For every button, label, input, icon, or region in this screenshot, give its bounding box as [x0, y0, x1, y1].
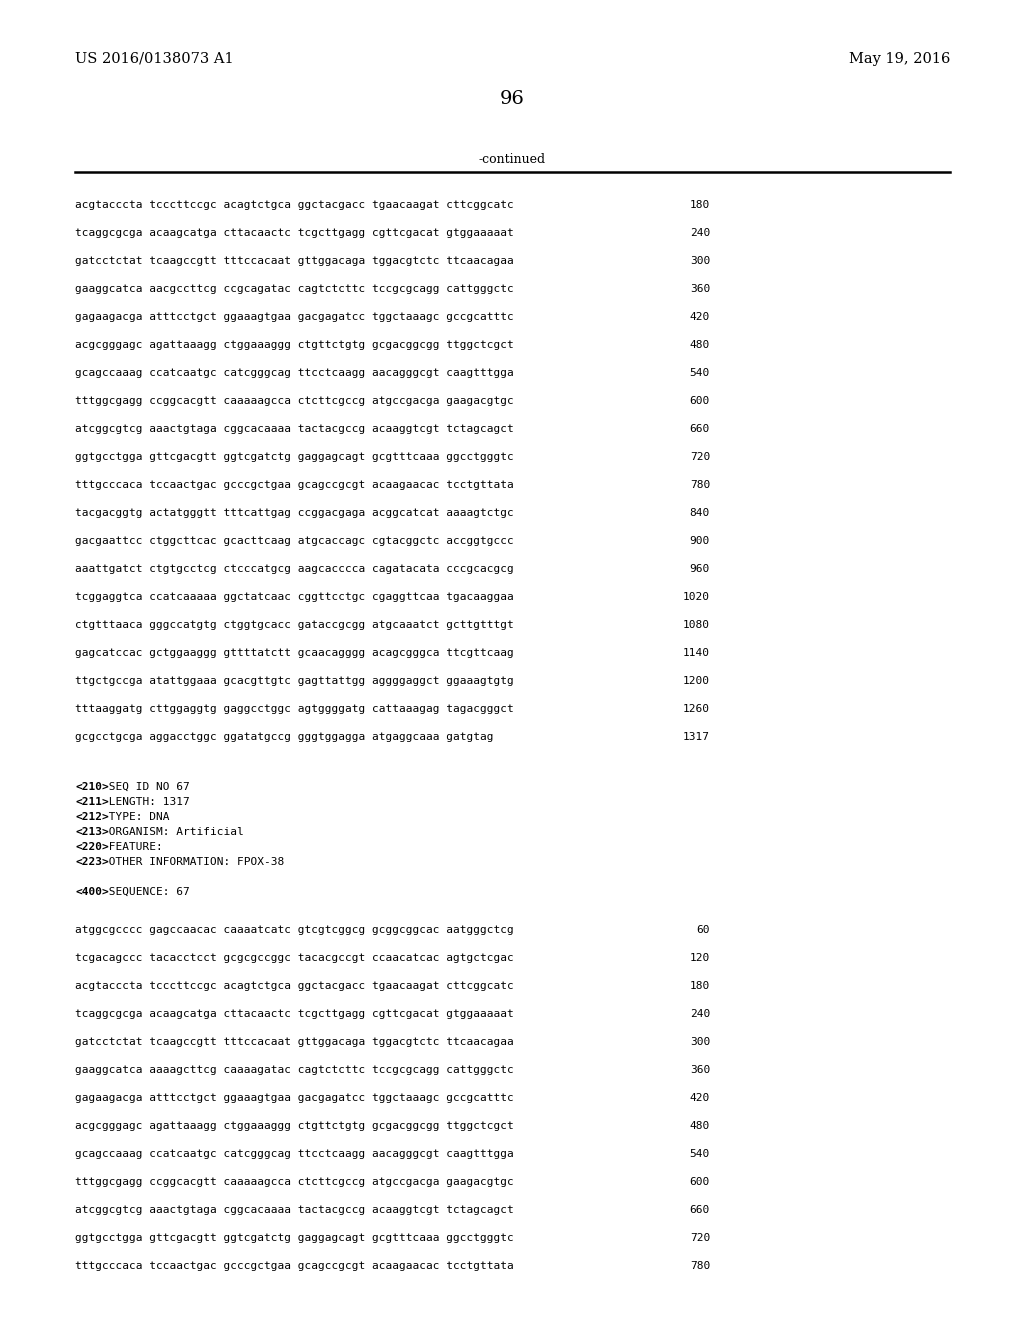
Text: 240: 240 — [690, 1008, 710, 1019]
Text: 1317: 1317 — [683, 733, 710, 742]
Text: gatcctctat tcaagccgtt tttccacaat gttggacaga tggacgtctc ttcaacagaa: gatcctctat tcaagccgtt tttccacaat gttggac… — [75, 256, 514, 267]
Text: gatcctctat tcaagccgtt tttccacaat gttggacaga tggacgtctc ttcaacagaa: gatcctctat tcaagccgtt tttccacaat gttggac… — [75, 1038, 514, 1047]
Text: 480: 480 — [690, 341, 710, 350]
Text: tttaaggatg cttggaggtg gaggcctggc agtggggatg cattaaagag tagacgggct: tttaaggatg cttggaggtg gaggcctggc agtgggg… — [75, 704, 514, 714]
Text: 60: 60 — [696, 925, 710, 935]
Text: 1260: 1260 — [683, 704, 710, 714]
Text: 300: 300 — [690, 256, 710, 267]
Text: 840: 840 — [690, 508, 710, 517]
Text: gagcatccac gctggaaggg gttttatctt gcaacagggg acagcgggca ttcgttcaag: gagcatccac gctggaaggg gttttatctt gcaacag… — [75, 648, 514, 657]
Text: acgtacccta tcccttccgc acagtctgca ggctacgacc tgaacaagat cttcggcatc: acgtacccta tcccttccgc acagtctgca ggctacg… — [75, 201, 514, 210]
Text: 720: 720 — [690, 451, 710, 462]
Text: ggtgcctgga gttcgacgtt ggtcgatctg gaggagcagt gcgtttcaaa ggcctgggtc: ggtgcctgga gttcgacgtt ggtcgatctg gaggagc… — [75, 451, 514, 462]
Text: 600: 600 — [690, 1177, 710, 1187]
Text: -continued: -continued — [478, 153, 546, 166]
Text: 360: 360 — [690, 1065, 710, 1074]
Text: tcaggcgcga acaagcatga cttacaactc tcgcttgagg cgttcgacat gtggaaaaat: tcaggcgcga acaagcatga cttacaactc tcgcttg… — [75, 1008, 514, 1019]
Text: 540: 540 — [690, 368, 710, 378]
Text: atcggcgtcg aaactgtaga cggcacaaaa tactacgccg acaaggtcgt tctagcagct: atcggcgtcg aaactgtaga cggcacaaaa tactacg… — [75, 424, 514, 434]
Text: acgcgggagc agattaaagg ctggaaaggg ctgttctgtg gcgacggcgg ttggctcgct: acgcgggagc agattaaagg ctggaaaggg ctgttct… — [75, 341, 514, 350]
Text: 240: 240 — [690, 228, 710, 238]
Text: 780: 780 — [690, 480, 710, 490]
Text: 180: 180 — [690, 981, 710, 991]
Text: tttggcgagg ccggcacgtt caaaaagcca ctcttcgccg atgccgacga gaagacgtgc: tttggcgagg ccggcacgtt caaaaagcca ctcttcg… — [75, 396, 514, 407]
Text: 660: 660 — [690, 424, 710, 434]
Text: <223>: <223> — [75, 857, 109, 867]
Text: 1080: 1080 — [683, 620, 710, 630]
Text: 780: 780 — [690, 1261, 710, 1271]
Text: 420: 420 — [690, 1093, 710, 1104]
Text: gagaagacga atttcctgct ggaaagtgaa gacgagatcc tggctaaagc gccgcatttc: gagaagacga atttcctgct ggaaagtgaa gacgaga… — [75, 312, 514, 322]
Text: 900: 900 — [690, 536, 710, 546]
Text: gcagccaaag ccatcaatgc catcgggcag ttcctcaagg aacagggcgt caagtttgga: gcagccaaag ccatcaatgc catcgggcag ttcctca… — [75, 368, 514, 378]
Text: 360: 360 — [690, 284, 710, 294]
Text: atcggcgtcg aaactgtaga cggcacaaaa tactacgccg acaaggtcgt tctagcagct: atcggcgtcg aaactgtaga cggcacaaaa tactacg… — [75, 1205, 514, 1214]
Text: <220>: <220> — [75, 842, 109, 851]
Text: acgtacccta tcccttccgc acagtctgca ggctacgacc tgaacaagat cttcggcatc: acgtacccta tcccttccgc acagtctgca ggctacg… — [75, 981, 514, 991]
Text: LENGTH: 1317: LENGTH: 1317 — [102, 797, 190, 807]
Text: <212>: <212> — [75, 812, 109, 822]
Text: OTHER INFORMATION: FPOX-38: OTHER INFORMATION: FPOX-38 — [102, 857, 285, 867]
Text: gaaggcatca aaaagcttcg caaaagatac cagtctcttc tccgcgcagg cattgggctc: gaaggcatca aaaagcttcg caaaagatac cagtctc… — [75, 1065, 514, 1074]
Text: 120: 120 — [690, 953, 710, 964]
Text: tcggaggtca ccatcaaaaa ggctatcaac cggttcctgc cgaggttcaa tgacaaggaa: tcggaggtca ccatcaaaaa ggctatcaac cggttcc… — [75, 591, 514, 602]
Text: 720: 720 — [690, 1233, 710, 1243]
Text: gcgcctgcga aggacctggc ggatatgccg gggtggagga atgaggcaaa gatgtag: gcgcctgcga aggacctggc ggatatgccg gggtgga… — [75, 733, 494, 742]
Text: <213>: <213> — [75, 828, 109, 837]
Text: gcagccaaag ccatcaatgc catcgggcag ttcctcaagg aacagggcgt caagtttgga: gcagccaaag ccatcaatgc catcgggcag ttcctca… — [75, 1148, 514, 1159]
Text: tacgacggtg actatgggtt tttcattgag ccggacgaga acggcatcat aaaagtctgc: tacgacggtg actatgggtt tttcattgag ccggacg… — [75, 508, 514, 517]
Text: 660: 660 — [690, 1205, 710, 1214]
Text: May 19, 2016: May 19, 2016 — [849, 51, 950, 66]
Text: FEATURE:: FEATURE: — [102, 842, 163, 851]
Text: acgcgggagc agattaaagg ctggaaaggg ctgttctgtg gcgacggcgg ttggctcgct: acgcgggagc agattaaagg ctggaaaggg ctgttct… — [75, 1121, 514, 1131]
Text: <400>: <400> — [75, 887, 109, 898]
Text: ORGANISM: Artificial: ORGANISM: Artificial — [102, 828, 245, 837]
Text: tttggcgagg ccggcacgtt caaaaagcca ctcttcgccg atgccgacga gaagacgtgc: tttggcgagg ccggcacgtt caaaaagcca ctcttcg… — [75, 1177, 514, 1187]
Text: ttgctgccga atattggaaa gcacgttgtc gagttattgg aggggaggct ggaaagtgtg: ttgctgccga atattggaaa gcacgttgtc gagttat… — [75, 676, 514, 686]
Text: TYPE: DNA: TYPE: DNA — [102, 812, 170, 822]
Text: 180: 180 — [690, 201, 710, 210]
Text: 96: 96 — [500, 90, 524, 108]
Text: 1200: 1200 — [683, 676, 710, 686]
Text: 480: 480 — [690, 1121, 710, 1131]
Text: tcaggcgcga acaagcatga cttacaactc tcgcttgagg cgttcgacat gtggaaaaat: tcaggcgcga acaagcatga cttacaactc tcgcttg… — [75, 228, 514, 238]
Text: tttgcccaca tccaactgac gcccgctgaa gcagccgcgt acaagaacac tcctgttata: tttgcccaca tccaactgac gcccgctgaa gcagccg… — [75, 1261, 514, 1271]
Text: 1020: 1020 — [683, 591, 710, 602]
Text: atggcgcccc gagccaacac caaaatcatc gtcgtcggcg gcggcggcac aatgggctcg: atggcgcccc gagccaacac caaaatcatc gtcgtcg… — [75, 925, 514, 935]
Text: 540: 540 — [690, 1148, 710, 1159]
Text: 600: 600 — [690, 396, 710, 407]
Text: SEQ ID NO 67: SEQ ID NO 67 — [102, 781, 190, 792]
Text: 1140: 1140 — [683, 648, 710, 657]
Text: tttgcccaca tccaactgac gcccgctgaa gcagccgcgt acaagaacac tcctgttata: tttgcccaca tccaactgac gcccgctgaa gcagccg… — [75, 480, 514, 490]
Text: ctgtttaaca gggccatgtg ctggtgcacc gataccgcgg atgcaaatct gcttgtttgt: ctgtttaaca gggccatgtg ctggtgcacc gataccg… — [75, 620, 514, 630]
Text: 420: 420 — [690, 312, 710, 322]
Text: SEQUENCE: 67: SEQUENCE: 67 — [102, 887, 190, 898]
Text: US 2016/0138073 A1: US 2016/0138073 A1 — [75, 51, 233, 66]
Text: gacgaattcc ctggcttcac gcacttcaag atgcaccagc cgtacggctc accggtgccc: gacgaattcc ctggcttcac gcacttcaag atgcacc… — [75, 536, 514, 546]
Text: gagaagacga atttcctgct ggaaagtgaa gacgagatcc tggctaaagc gccgcatttc: gagaagacga atttcctgct ggaaagtgaa gacgaga… — [75, 1093, 514, 1104]
Text: gaaggcatca aacgccttcg ccgcagatac cagtctcttc tccgcgcagg cattgggctc: gaaggcatca aacgccttcg ccgcagatac cagtctc… — [75, 284, 514, 294]
Text: tcgacagccc tacacctcct gcgcgccggc tacacgccgt ccaacatcac agtgctcgac: tcgacagccc tacacctcct gcgcgccggc tacacgc… — [75, 953, 514, 964]
Text: aaattgatct ctgtgcctcg ctcccatgcg aagcacccca cagatacata cccgcacgcg: aaattgatct ctgtgcctcg ctcccatgcg aagcacc… — [75, 564, 514, 574]
Text: 300: 300 — [690, 1038, 710, 1047]
Text: 960: 960 — [690, 564, 710, 574]
Text: <210>: <210> — [75, 781, 109, 792]
Text: ggtgcctgga gttcgacgtt ggtcgatctg gaggagcagt gcgtttcaaa ggcctgggtc: ggtgcctgga gttcgacgtt ggtcgatctg gaggagc… — [75, 1233, 514, 1243]
Text: <211>: <211> — [75, 797, 109, 807]
